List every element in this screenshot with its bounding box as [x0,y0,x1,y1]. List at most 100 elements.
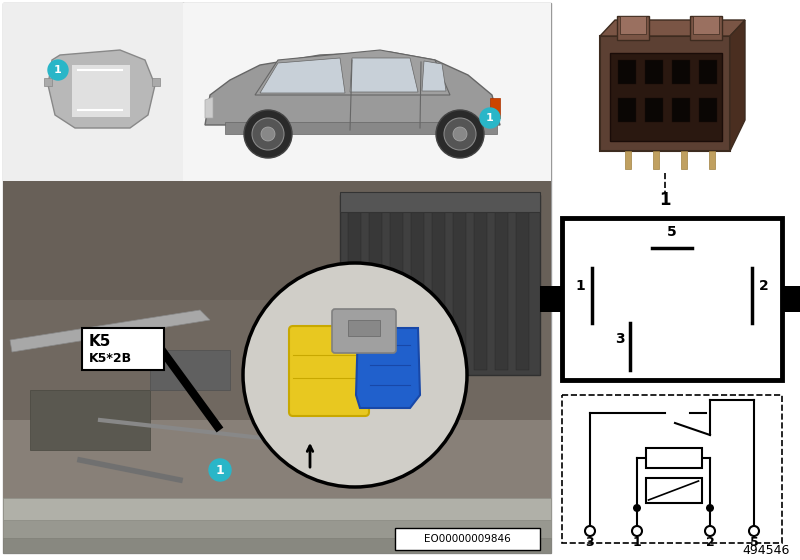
Bar [672,60,690,84]
Bar [690,16,722,40]
Bar [516,200,529,370]
Text: 494546: 494546 [742,544,790,557]
Circle shape [243,263,467,487]
Bar [709,151,715,169]
Bar [610,53,722,141]
Bar [645,98,663,122]
Polygon shape [490,98,500,118]
Circle shape [480,108,500,128]
Polygon shape [350,58,418,92]
Bar [474,200,487,370]
Bar [3,300,551,420]
Bar [82,328,164,370]
Polygon shape [48,50,155,128]
Bar [183,3,551,181]
Bar [390,200,403,370]
Circle shape [436,110,484,158]
Text: 5: 5 [750,536,758,549]
Bar [699,60,717,84]
Text: 1: 1 [54,65,62,75]
Bar [3,3,551,181]
Circle shape [209,459,231,481]
Polygon shape [260,58,345,93]
Bar [340,192,540,212]
Text: 2: 2 [759,279,769,293]
Bar [395,528,540,550]
Bar [646,448,702,468]
Bar [348,320,380,336]
Polygon shape [255,50,450,95]
Bar [562,395,782,543]
Bar [495,200,508,370]
Bar [617,16,649,40]
Bar [72,65,130,117]
Bar [672,98,690,122]
Bar [646,478,702,503]
Text: 1: 1 [486,113,494,123]
Circle shape [261,127,275,141]
Bar [618,98,636,122]
Polygon shape [356,328,420,408]
Bar [3,538,551,553]
Text: K5: K5 [89,334,111,349]
Polygon shape [205,52,500,125]
Text: 2: 2 [706,536,714,549]
Circle shape [444,118,476,150]
FancyBboxPatch shape [332,309,396,353]
Bar [562,218,782,380]
Bar [348,200,361,370]
Bar [411,200,424,370]
Bar [3,181,551,553]
Bar [225,122,497,134]
Text: 1: 1 [575,279,585,293]
Bar [3,181,551,301]
Bar [681,151,687,169]
Circle shape [244,110,292,158]
Polygon shape [600,20,745,36]
Bar [44,78,52,86]
Bar [3,420,551,553]
Text: K5*2B: K5*2B [89,352,132,365]
Bar [150,350,230,390]
Circle shape [48,60,68,80]
Polygon shape [782,286,800,312]
Polygon shape [540,286,562,312]
Text: 5: 5 [667,225,677,239]
Circle shape [632,526,642,536]
Bar [693,16,719,34]
Text: 1: 1 [216,464,224,477]
Bar [620,16,646,34]
Circle shape [705,526,715,536]
Polygon shape [730,20,745,151]
Bar [618,60,636,84]
Bar [432,200,445,370]
Bar [369,200,382,370]
Bar [30,390,150,450]
Text: 3: 3 [615,332,625,346]
Bar [453,200,466,370]
Bar [3,498,551,520]
Bar [340,195,540,375]
Bar [600,36,730,151]
Polygon shape [10,310,210,352]
Text: EO00000009846: EO00000009846 [424,534,511,544]
Circle shape [453,127,467,141]
Text: 1: 1 [659,191,670,209]
Bar [625,151,631,169]
Circle shape [706,504,714,512]
Bar [653,151,659,169]
Circle shape [633,504,641,512]
FancyBboxPatch shape [289,326,369,416]
Polygon shape [205,97,213,118]
Text: 1: 1 [633,536,642,549]
Bar [645,60,663,84]
Circle shape [585,526,595,536]
Bar [3,3,183,181]
Circle shape [749,526,759,536]
Bar [3,520,551,540]
Bar [699,98,717,122]
Text: 3: 3 [586,536,594,549]
Polygon shape [422,61,446,91]
Circle shape [252,118,284,150]
Bar [152,78,160,86]
